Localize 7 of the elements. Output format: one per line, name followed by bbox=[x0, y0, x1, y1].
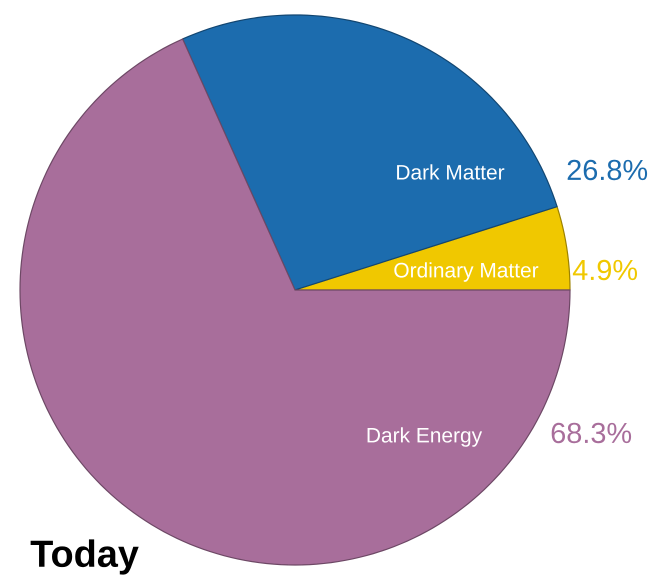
data-label: 68.3% bbox=[552, 422, 632, 444]
data-label: 26.8% bbox=[568, 160, 648, 180]
slice-label: Dark Energy bbox=[368, 427, 482, 447]
slice-label: Ordinary Matter bbox=[394, 262, 538, 282]
data-label: 4.9% bbox=[572, 260, 638, 280]
slice-label: Dark Matter bbox=[397, 164, 504, 180]
text: Today bbox=[30, 539, 139, 575]
